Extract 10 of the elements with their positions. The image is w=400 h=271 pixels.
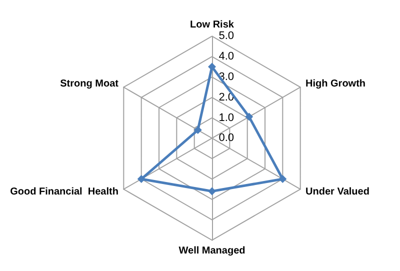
y-tick-label: 0.0: [218, 132, 234, 144]
spoke-label: Under Valued: [306, 186, 370, 198]
spoke-label: High Growth: [306, 78, 366, 90]
y-tick-label: 1.0: [218, 112, 234, 124]
y-tick-label: 4.0: [218, 50, 234, 63]
y-tick-label: 5.0: [218, 30, 234, 42]
spoke-label: Strong Moat: [60, 78, 120, 90]
spoke-label: Low Risk: [190, 20, 234, 31]
spoke-label: Well Managed: [178, 246, 246, 257]
spoke-label: Good Financial Health: [10, 186, 118, 198]
